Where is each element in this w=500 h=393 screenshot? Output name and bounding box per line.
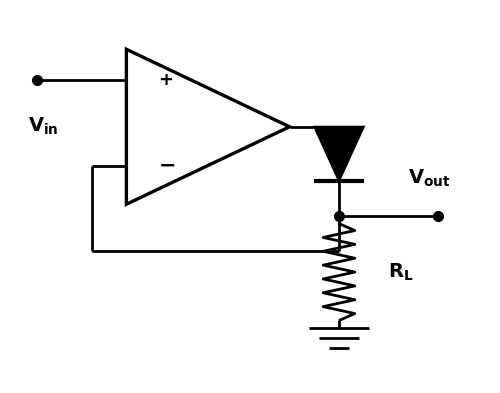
Text: −: − bbox=[158, 156, 176, 176]
Text: $\mathbf{V_{in}}$: $\mathbf{V_{in}}$ bbox=[28, 116, 58, 138]
Polygon shape bbox=[314, 127, 364, 181]
Text: $\mathbf{R_L}$: $\mathbf{R_L}$ bbox=[388, 261, 414, 283]
Text: +: + bbox=[158, 71, 174, 89]
Text: $\mathbf{V_{out}}$: $\mathbf{V_{out}}$ bbox=[408, 167, 451, 189]
